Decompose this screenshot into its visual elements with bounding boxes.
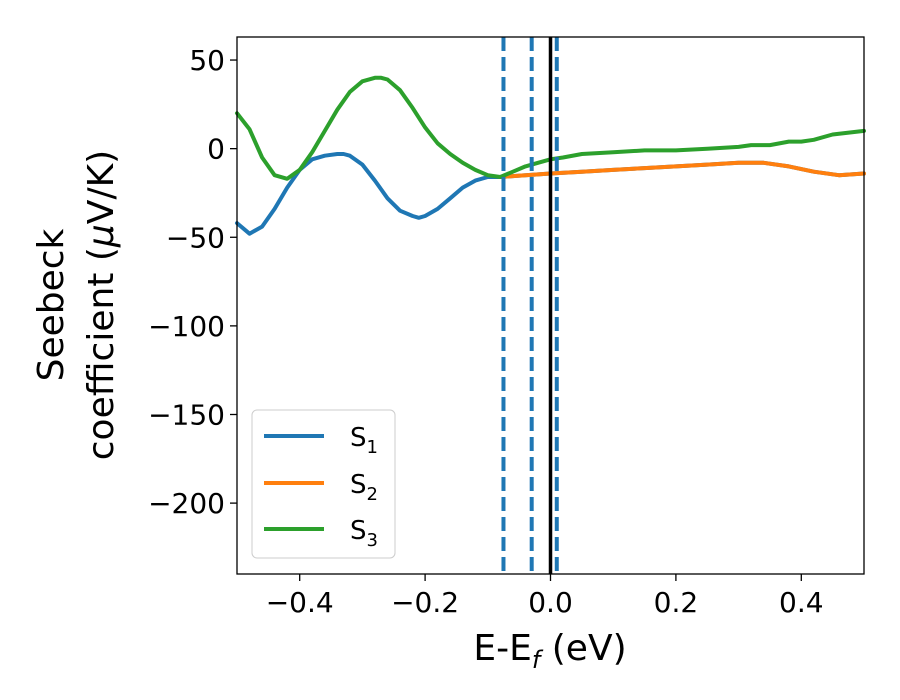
y-tick-label: 0 <box>207 133 225 166</box>
y-axis-title-line2: coefficient (μV/K) <box>81 150 122 460</box>
legend-label-s1: S1 <box>350 423 378 458</box>
y-axis-title-mu: μ <box>81 224 122 248</box>
x-axis-title-unit: (eV) <box>540 628 626 669</box>
legend-label-s2: S2 <box>350 470 378 505</box>
plot-lines <box>235 75 866 236</box>
y-tick-label: −150 <box>148 398 225 431</box>
ticks-layer: −0.4 −0.2 0.0 0.2 0.4 50 0 −50 −100 −150 −200 <box>148 44 823 619</box>
y-axis-title-line1: Seebeck <box>31 228 72 381</box>
legend-label-s3: S3 <box>350 516 378 551</box>
x-tick-label: 0.0 <box>528 586 573 619</box>
x-tick-label: −0.4 <box>266 586 334 619</box>
y-tick-label: 50 <box>189 44 225 77</box>
y-axis-title-suffix: V/K) <box>81 150 122 224</box>
series-line-s2 <box>498 160 866 179</box>
series-line-s3 <box>235 75 866 181</box>
x-tick-label: 0.4 <box>779 586 824 619</box>
y-axis-title-prefix: coefficient ( <box>81 247 122 460</box>
x-tick-label: 0.2 <box>654 586 699 619</box>
x-axis-title-main: E-E <box>473 628 531 669</box>
y-tick-label: −200 <box>148 487 225 520</box>
legend: S1 S2 S3 <box>251 409 396 559</box>
x-tick-label: −0.2 <box>391 586 459 619</box>
vline-layer <box>501 37 559 574</box>
y-tick-label: −100 <box>148 310 225 343</box>
x-axis-title: E-Ef (eV) <box>473 628 626 674</box>
y-tick-label: −50 <box>166 221 225 254</box>
